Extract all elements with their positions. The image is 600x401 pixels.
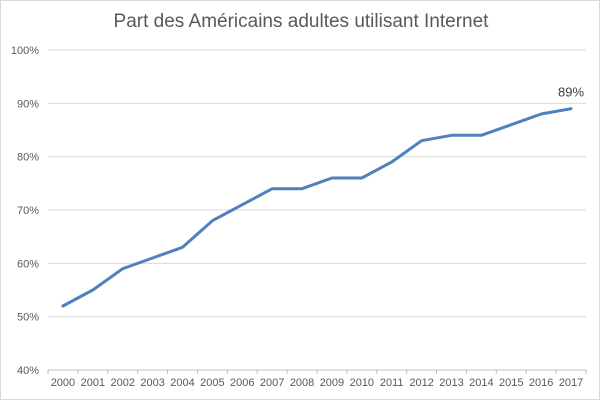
x-tick-label: 2001 [81, 377, 105, 389]
x-tick-label: 2017 [559, 377, 583, 389]
data-label: 89% [558, 85, 584, 100]
x-tick-label: 2002 [110, 377, 134, 389]
x-tick-label: 2016 [529, 377, 553, 389]
x-tick-label: 2005 [200, 377, 224, 389]
x-tick-label: 2015 [499, 377, 523, 389]
x-tick-label: 2000 [51, 377, 75, 389]
x-tick-label: 2013 [439, 377, 463, 389]
x-tick-label: 2006 [230, 377, 254, 389]
y-tick-label: 90% [17, 98, 39, 110]
x-tick-label: 2011 [380, 377, 404, 389]
x-tick-label: 2014 [469, 377, 493, 389]
x-tick-label: 2007 [260, 377, 284, 389]
y-tick-label: 50% [17, 312, 39, 324]
series-line [61, 107, 573, 308]
x-tick-label: 2012 [409, 377, 433, 389]
y-tick-label: 40% [17, 365, 39, 377]
y-tick-label: 70% [17, 205, 39, 217]
y-tick-label: 100% [11, 45, 39, 57]
chart-title: Part des Américains adultes utilisant In… [113, 11, 489, 32]
x-tick-label: 2003 [140, 377, 164, 389]
x-tick-label: 2009 [320, 377, 344, 389]
x-tick-label: 2008 [290, 377, 314, 389]
x-tick-label: 2010 [350, 377, 374, 389]
y-tick-label: 60% [17, 258, 39, 270]
y-tick-label: 80% [17, 152, 39, 164]
x-tick-label: 2004 [170, 377, 194, 389]
